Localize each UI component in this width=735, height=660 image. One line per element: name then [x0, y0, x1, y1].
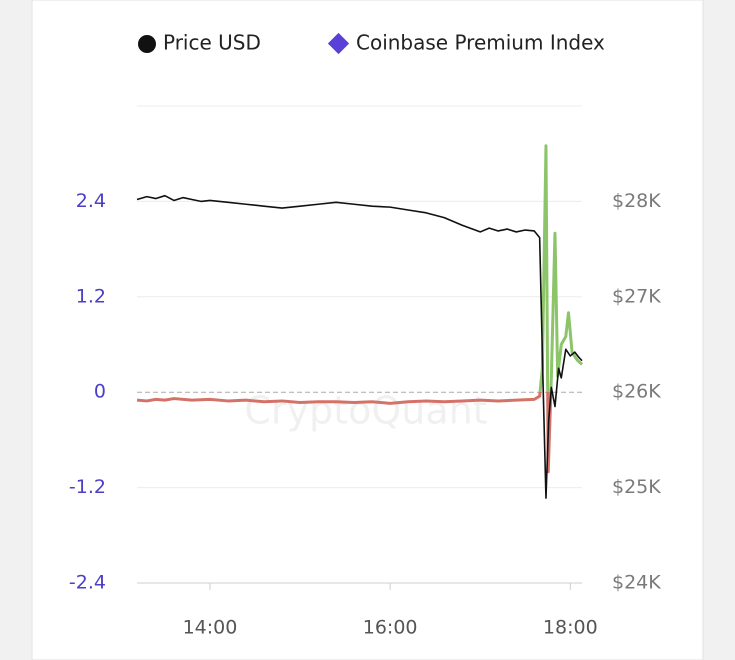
- watermark: CryptoQuant: [244, 389, 487, 433]
- y2-tick-label: $26K: [612, 381, 661, 403]
- y-tick-label: -2.4: [69, 572, 106, 594]
- legend-marker-price[interactable]: [138, 35, 156, 53]
- y-tick-label: 0: [94, 381, 106, 403]
- x-tick-label: 14:00: [183, 617, 238, 639]
- card: [31, 0, 704, 660]
- y-tick-label: 2.4: [76, 190, 106, 212]
- x-tick-label: 18:00: [543, 617, 598, 639]
- legend-label[interactable]: Price USD: [163, 31, 261, 55]
- y-tick-label: -1.2: [69, 476, 106, 498]
- y2-tick-label: $24K: [612, 572, 661, 594]
- x-tick-label: 16:00: [363, 617, 418, 639]
- y2-tick-label: $25K: [612, 476, 661, 498]
- y-tick-label: 1.2: [76, 285, 106, 307]
- series-line: [136, 194, 583, 499]
- y2-tick-label: $28K: [612, 190, 661, 212]
- y2-tick-label: $27K: [612, 285, 661, 307]
- series-line: [136, 144, 583, 474]
- legend-label[interactable]: Coinbase Premium Index: [356, 31, 605, 55]
